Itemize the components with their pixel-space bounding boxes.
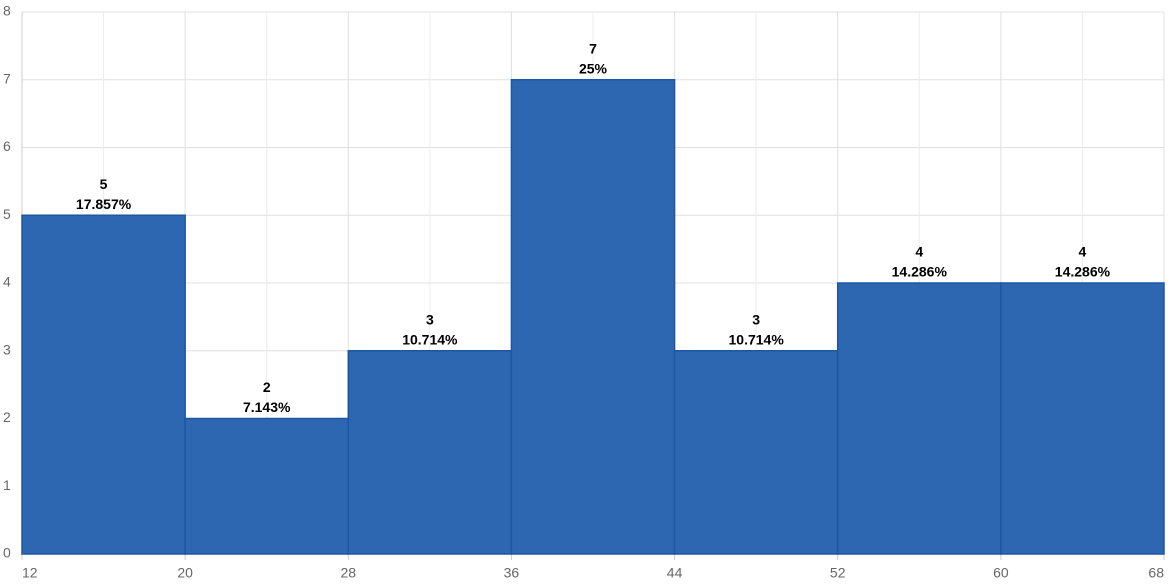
x-tick-label: 20 (177, 565, 193, 581)
y-tick-label: 3 (3, 341, 11, 357)
x-tick-label: 36 (504, 565, 520, 581)
bar (21, 214, 186, 555)
x-tick-label: 28 (340, 565, 356, 581)
bar (673, 350, 839, 555)
y-tick-label: 5 (3, 206, 11, 222)
count-label: 7 (589, 40, 597, 56)
bar (510, 79, 676, 555)
bar (347, 350, 513, 555)
percent-label: 25% (579, 60, 608, 76)
y-tick-label: 4 (3, 274, 11, 290)
bar (1000, 282, 1165, 555)
x-tick-label: 60 (993, 565, 1009, 581)
percent-label: 7.143% (243, 399, 291, 415)
bar (184, 417, 350, 555)
count-label: 4 (1079, 244, 1087, 260)
y-tick-label: 2 (3, 409, 11, 425)
percent-label: 10.714% (729, 331, 785, 347)
x-tick-label: 52 (830, 565, 846, 581)
y-tick-label: 8 (3, 3, 11, 19)
x-tick-label: 44 (667, 565, 683, 581)
percent-label: 14.286% (1055, 264, 1111, 280)
percent-label: 10.714% (402, 331, 458, 347)
count-label: 2 (263, 379, 271, 395)
count-label: 4 (915, 244, 923, 260)
percent-label: 14.286% (892, 264, 948, 280)
y-tick-label: 7 (3, 70, 11, 86)
y-tick-label: 6 (3, 138, 11, 154)
count-label: 3 (752, 311, 760, 327)
y-tick-label: 1 (3, 477, 11, 493)
count-label: 3 (426, 311, 434, 327)
x-tick-label: 68 (1148, 565, 1164, 581)
bar (836, 282, 1002, 555)
percent-label: 17.857% (76, 196, 132, 212)
y-tick-label: 0 (3, 545, 11, 561)
count-label: 5 (100, 176, 108, 192)
x-tick-label: 12 (22, 565, 38, 581)
